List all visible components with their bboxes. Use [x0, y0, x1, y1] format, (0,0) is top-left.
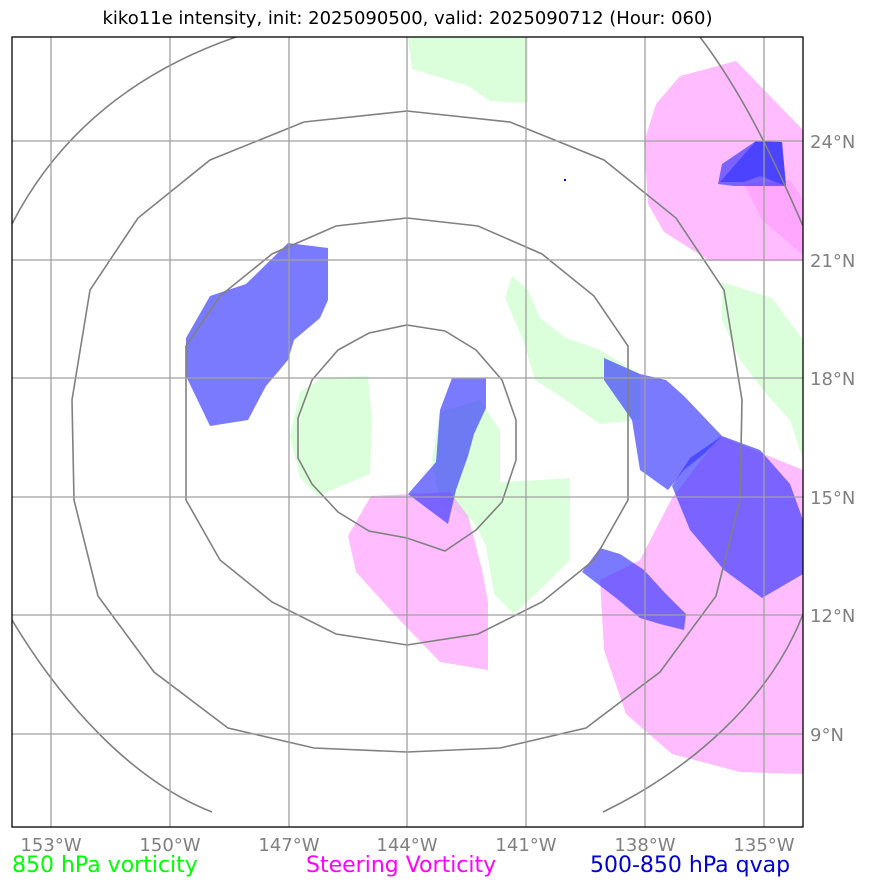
legend-qvap: 500-850 hPa qvap: [590, 853, 791, 878]
map-title: kiko11e intensity, init: 2025090500, val…: [102, 8, 713, 29]
steering-vorticity-area: [348, 492, 488, 670]
vorticity-850-area: [290, 376, 372, 496]
latitude-ticks: 24°N 21°N 18°N 15°N 12°N 9°N: [810, 132, 855, 746]
lat-tick-label: 12°N: [810, 606, 855, 627]
lat-tick-label: 21°N: [810, 251, 855, 272]
range-ring: [12, 37, 237, 225]
legend-vorticity-850: 850 hPa vorticity: [12, 853, 198, 878]
qvap-area: [582, 548, 686, 630]
lon-tick-label: 147°W: [258, 835, 319, 856]
vorticity-850-area: [505, 276, 640, 424]
qvap-area: [408, 378, 486, 524]
qvap-area: [186, 243, 328, 426]
lon-tick-label: 144°W: [376, 835, 437, 856]
vorticity-850-area: [408, 37, 528, 103]
range-ring: [699, 37, 803, 227]
lon-tick-label: 150°W: [139, 835, 200, 856]
steering-vorticity-area: [744, 180, 803, 255]
range-ring: [12, 619, 213, 813]
storm-center-marker: [564, 179, 566, 181]
lon-tick-label: 141°W: [495, 835, 556, 856]
qvap-layer: [186, 141, 803, 630]
qvap-area: [672, 436, 803, 598]
lon-tick-label: 138°W: [614, 835, 675, 856]
vorticity-850-area: [722, 282, 803, 460]
lon-tick-label: 135°W: [733, 835, 794, 856]
range-ring: [602, 613, 803, 813]
legend-steering-vorticity: Steering Vorticity: [306, 853, 497, 878]
lon-tick-label: 153°W: [20, 835, 81, 856]
longitude-ticks: 153°W 150°W 147°W 144°W 141°W 138°W 135°…: [20, 835, 794, 856]
plot-frame: [11, 36, 804, 828]
lat-tick-label: 15°N: [810, 488, 855, 509]
lat-tick-label: 24°N: [810, 132, 855, 153]
lat-tick-label: 18°N: [810, 369, 855, 390]
graticule: [12, 37, 803, 827]
lat-tick-label: 9°N: [810, 725, 844, 746]
